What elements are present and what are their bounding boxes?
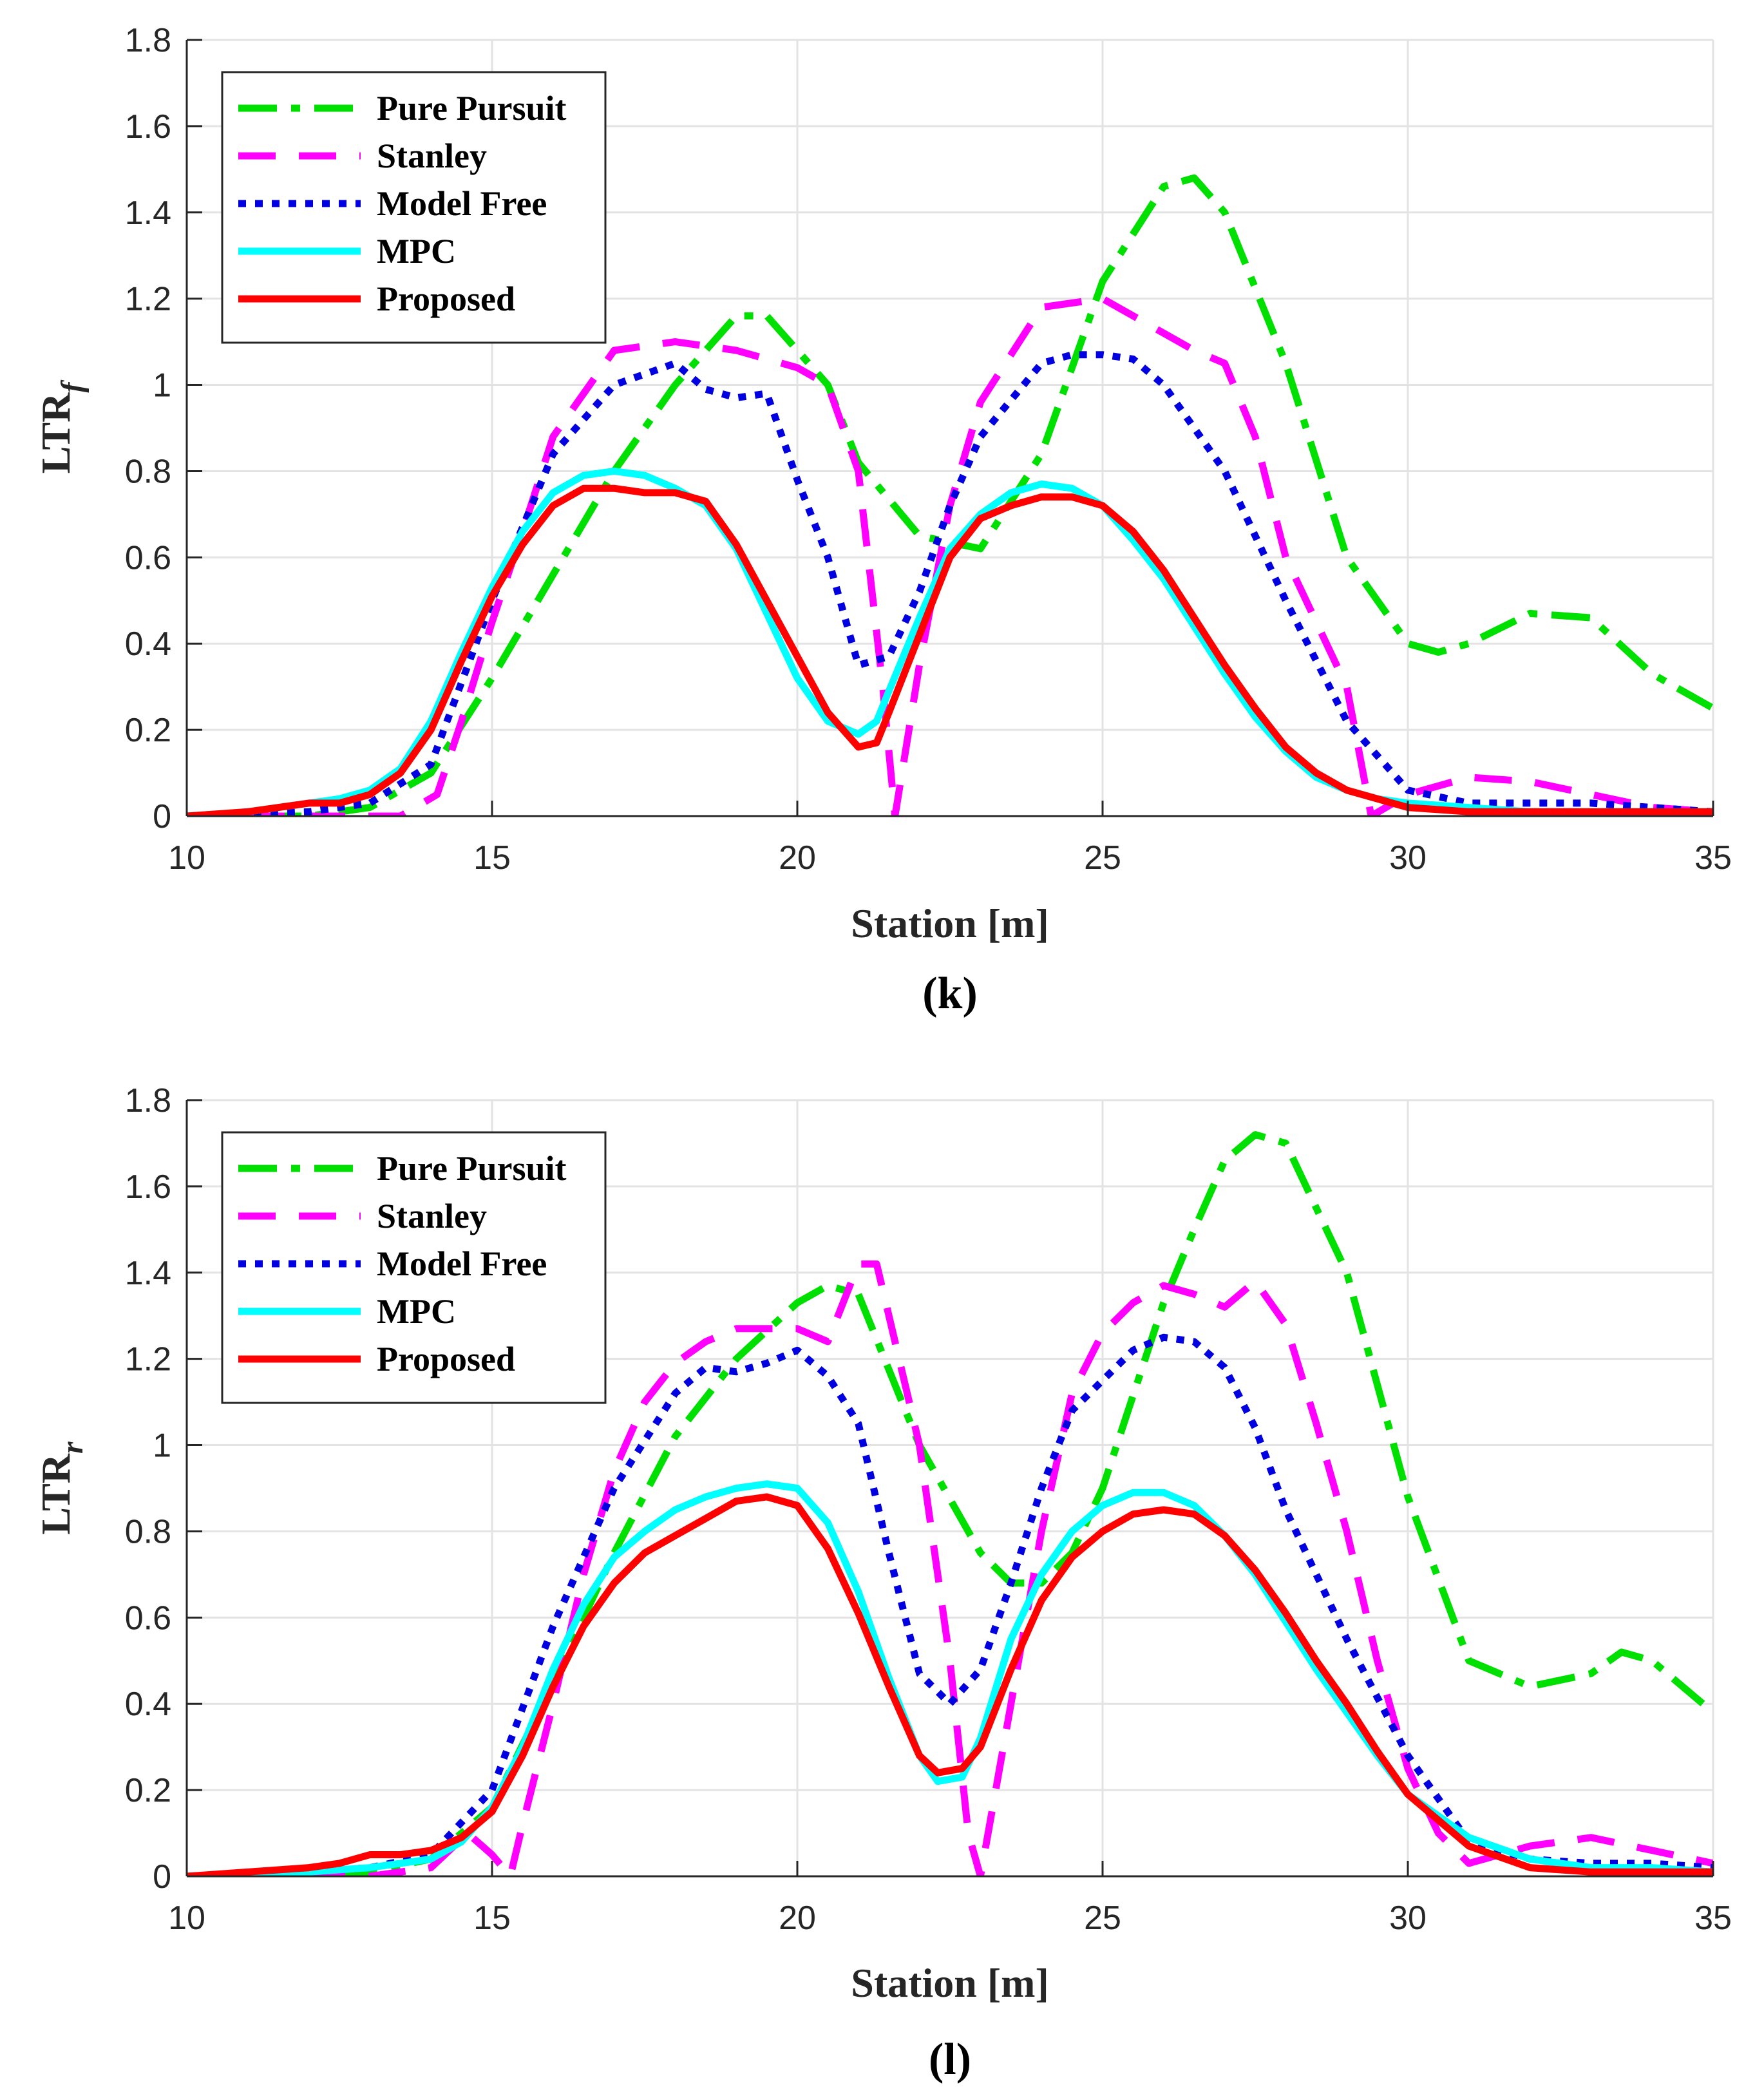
y-tick-label: 1.8 [125,1082,171,1119]
y-tick-label: 0.2 [125,1772,171,1809]
legend-label: MPC [377,1292,456,1331]
y-tick-label: 1.2 [125,1341,171,1378]
y-tick-label: 0.8 [125,1513,171,1550]
panel-label: (l) [929,2035,971,2084]
series-line-pure-pursuit [187,174,1713,816]
x-tick-label: 30 [1389,1899,1427,1937]
y-tick-label: 0.8 [125,453,171,490]
x-tick-label: 15 [473,1899,511,1937]
y-axis-label: LTRf [33,380,90,474]
legend-label: Stanley [377,1197,487,1235]
y-tick-label: 1.6 [125,1168,171,1206]
y-tick-label: 0.4 [125,625,171,663]
legend-label: Proposed [377,1340,515,1378]
x-tick-label: 10 [168,839,205,877]
y-tick-label: 0 [153,1858,171,1896]
legend-label: Model Free [377,184,547,223]
y-axis-label-main: LTR [33,392,79,474]
legend: Pure Pursuit Stanley Model Free MPC Proposed [221,1131,607,1404]
y-tick-label: 1.2 [125,281,171,318]
y-tick-label: 1.4 [125,195,171,232]
y-tick-label: 0.4 [125,1686,171,1723]
legend: Pure Pursuit Stanley Model Free MPC Proposed [221,71,607,344]
y-axis-label-sub: f [55,380,90,393]
y-tick-label: 0.2 [125,712,171,749]
y-tick-label: 0 [153,798,171,835]
x-tick-label: 35 [1694,839,1732,877]
x-axis-label: Station [m] [851,1960,1049,2006]
legend-label: MPC [377,232,456,271]
x-tick-label: 25 [1084,1899,1121,1937]
y-axis-label-sub: r [55,1441,90,1454]
legend-label: Stanley [377,137,487,175]
x-tick-label: 10 [168,1899,205,1937]
y-tick-label: 1.6 [125,108,171,146]
y-tick-label: 1.4 [125,1255,171,1292]
panel-label: (k) [922,969,978,1018]
x-tick-label: 35 [1694,1899,1732,1937]
series-group [187,174,1713,816]
x-tick-label: 30 [1389,839,1427,877]
series-line-proposed [187,484,1713,816]
y-axis-label: LTRr [33,1441,90,1535]
legend-label: Pure Pursuit [377,89,567,128]
series-group [187,1131,1713,1876]
x-tick-label: 20 [779,839,816,877]
chart-panel-k: 10 15 20 25 30 35 0 0.2 0.4 0.6 0.8 1 1.2 1.4 1.6 1.8 St… [33,22,1732,1018]
series-line-stanley [187,1260,1713,1876]
x-axis-label: Station [m] [851,900,1049,946]
y-tick-label: 1.8 [125,22,171,59]
series-line-mpc [187,1480,1713,1876]
y-tick-label: 1 [153,1427,171,1465]
chart-panel-l: 10 15 20 25 30 35 0 0.2 0.4 0.6 0.8 1 1.2 1.4 1.6 1.8 St… [33,1082,1732,2084]
series-line-model-free [187,351,1713,816]
legend-label: Model Free [377,1244,547,1283]
y-tick-label: 0.6 [125,1599,171,1637]
legend-label: Pure Pursuit [377,1149,567,1188]
x-tick-label: 25 [1084,839,1121,877]
series-line-proposed [187,1493,1713,1876]
x-tick-label: 20 [779,1899,816,1937]
y-tick-label: 1 [153,367,171,405]
y-tick-label: 0.6 [125,539,171,576]
legend-label: Proposed [377,280,515,318]
series-line-model-free [187,1333,1713,1876]
y-axis-label-main: LTR [33,1453,79,1535]
x-tick-label: 15 [473,839,511,877]
